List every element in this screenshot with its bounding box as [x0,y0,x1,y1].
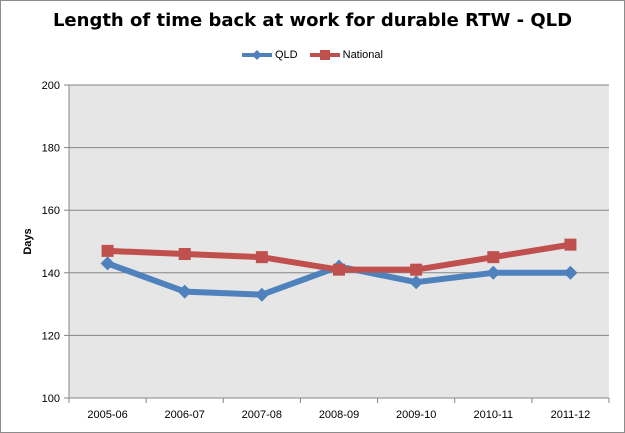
x-tick-label-2005-06: 2005-06 [87,409,127,421]
data-point-national-2010-11 [487,251,500,264]
data-point-national-2005-06 [101,244,114,257]
data-point-national-2006-07 [178,248,191,261]
chart-title: Length of time back at work for durable … [52,10,573,31]
data-point-qld-2005-06 [100,256,115,271]
data-point-qld-2011-12 [563,265,578,280]
data-point-national-2007-08 [255,251,268,264]
legend-item-national: National [309,49,383,61]
y-tick-label-200: 200 [42,80,60,92]
x-tick-label-2006-07: 2006-07 [165,409,205,421]
legend: QLD National [0,49,625,61]
x-tick-label-2008-09: 2008-09 [319,409,359,421]
legend-item-qld: QLD [242,49,298,61]
y-tick-label-180: 180 [42,143,60,155]
data-point-national-2011-12 [564,238,577,251]
y-tick-label-100: 100 [42,393,60,405]
x-tick-label-2007-08: 2007-08 [242,409,282,421]
x-tick-label-2010-11: 2010-11 [474,409,514,421]
y-tick-label-140: 140 [42,268,60,280]
y-axis-label: Days [22,228,34,254]
legend-label-qld: QLD [275,49,298,61]
data-point-qld-2006-07 [177,284,192,299]
x-tick-label-2009-10: 2009-10 [396,409,436,421]
y-tick-label-160: 160 [42,205,60,217]
data-point-qld-2010-11 [486,265,501,280]
data-point-national-2008-09 [333,263,345,276]
x-tick-label-2011-12: 2011-12 [551,409,591,421]
legend-label-national: National [342,49,383,61]
plot-background [69,85,609,398]
legend-swatch-qld [242,50,272,60]
data-point-national-2009-10 [410,263,423,276]
data-point-qld-2007-08 [254,287,269,302]
y-tick-label-120: 120 [42,330,60,342]
legend-swatch-national [309,50,340,60]
data-point-qld-2009-10 [409,275,424,290]
